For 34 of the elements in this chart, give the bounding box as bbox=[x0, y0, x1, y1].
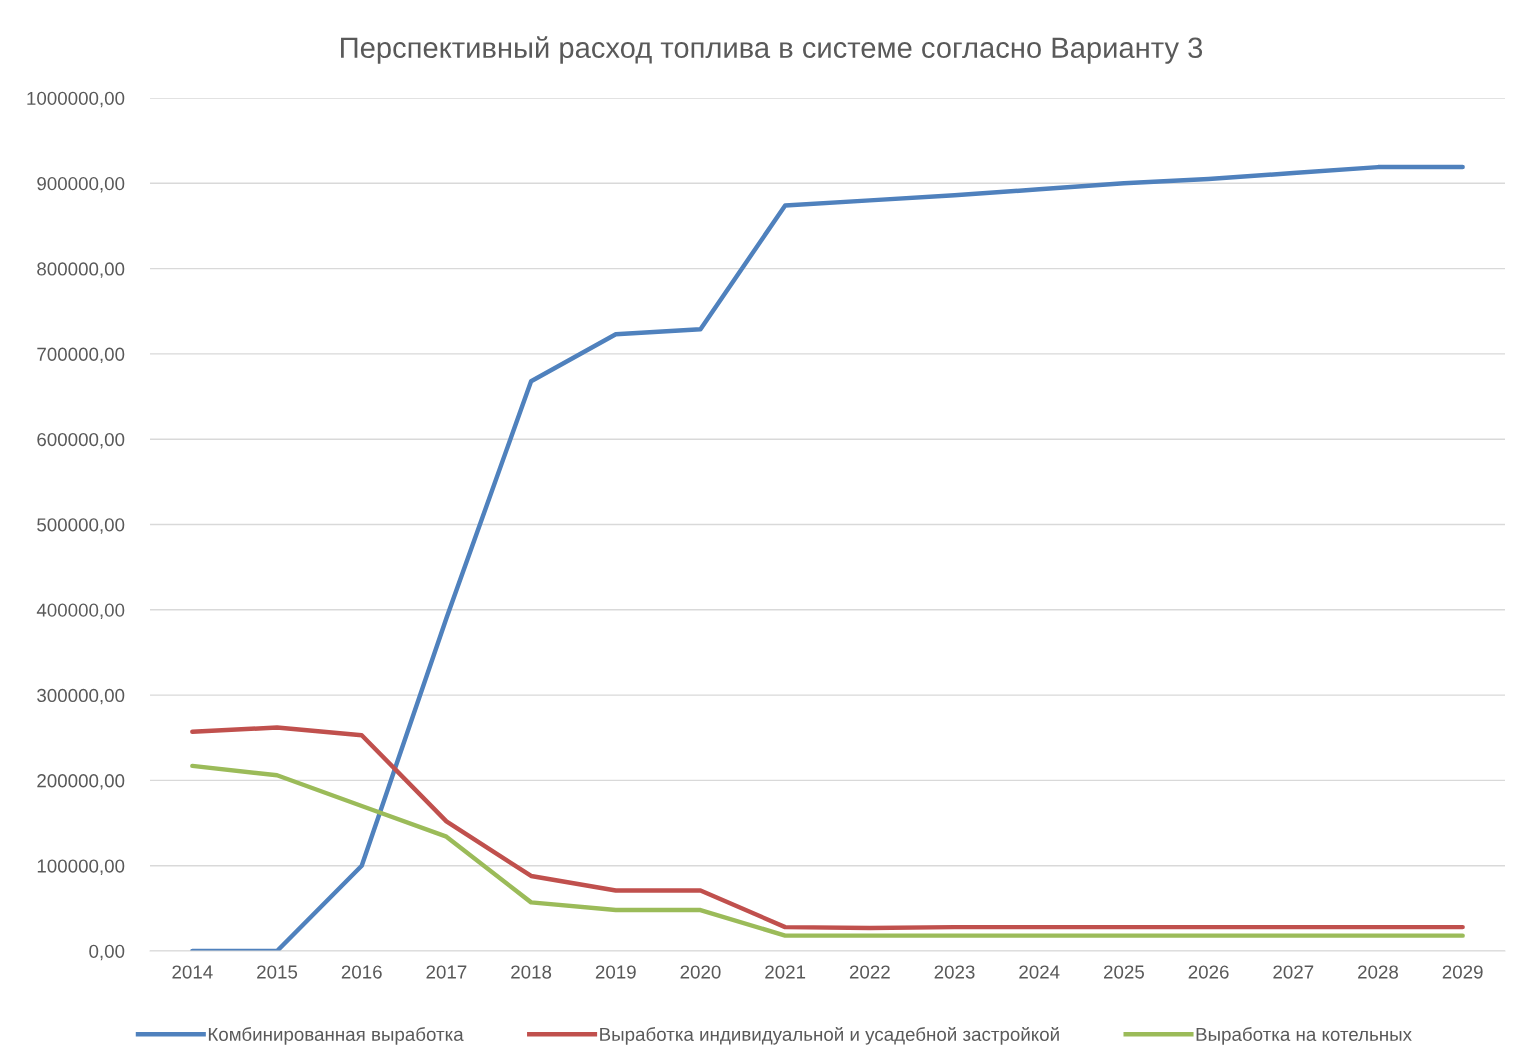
x-tick-label: 2027 bbox=[1273, 965, 1314, 979]
y-tick-label: 200000,00 bbox=[37, 774, 125, 790]
x-tick-label: 2028 bbox=[1358, 965, 1399, 979]
legend-label: Комбинированная выработка bbox=[208, 1027, 464, 1045]
y-tick-label: 800000,00 bbox=[37, 262, 125, 278]
x-tick-label: 2020 bbox=[680, 965, 721, 979]
y-tick-label: 100000,00 bbox=[37, 859, 125, 875]
y-tick-label: 1000000,00 bbox=[27, 91, 125, 108]
x-tick-label: 2024 bbox=[1019, 965, 1060, 979]
y-tick-label: 500000,00 bbox=[37, 518, 125, 534]
line-series bbox=[190, 164, 1465, 951]
x-tick-label: 2015 bbox=[257, 965, 298, 979]
y-tick-label: 400000,00 bbox=[36, 603, 125, 619]
x-tick-label: 2016 bbox=[341, 965, 382, 979]
y-tick-label: 0,00 bbox=[89, 944, 125, 961]
y-tick-label: 900000,00 bbox=[37, 177, 125, 193]
y-tick-label: 600000,00 bbox=[37, 432, 125, 449]
x-tick-label: 2026 bbox=[1188, 965, 1229, 979]
y-tick-label: 300000,00 bbox=[37, 688, 125, 705]
x-tick-label: 2023 bbox=[934, 965, 975, 979]
line-series bbox=[190, 763, 1465, 938]
legend-label: Выработка на котельных bbox=[1196, 1027, 1412, 1045]
legend-label: Выработка индивидуальной и усадебной застройкой bbox=[600, 1026, 1059, 1045]
chart-title: Перспективный расход топлива в системе согласно Варианту 3 bbox=[341, 36, 1203, 64]
x-tick-label: 2014 bbox=[172, 965, 213, 979]
y-tick-label: 700000,00 bbox=[37, 347, 125, 364]
x-tick-label: 2018 bbox=[511, 965, 552, 979]
x-tick-label: 2019 bbox=[595, 965, 636, 979]
x-tick-label: 2021 bbox=[765, 965, 806, 979]
x-tick-label: 2017 bbox=[426, 965, 467, 979]
x-tick-label: 2025 bbox=[1104, 965, 1144, 979]
x-tick-label: 2022 bbox=[849, 965, 890, 979]
x-tick-label: 2029 bbox=[1442, 965, 1483, 979]
line-series bbox=[190, 725, 1465, 931]
